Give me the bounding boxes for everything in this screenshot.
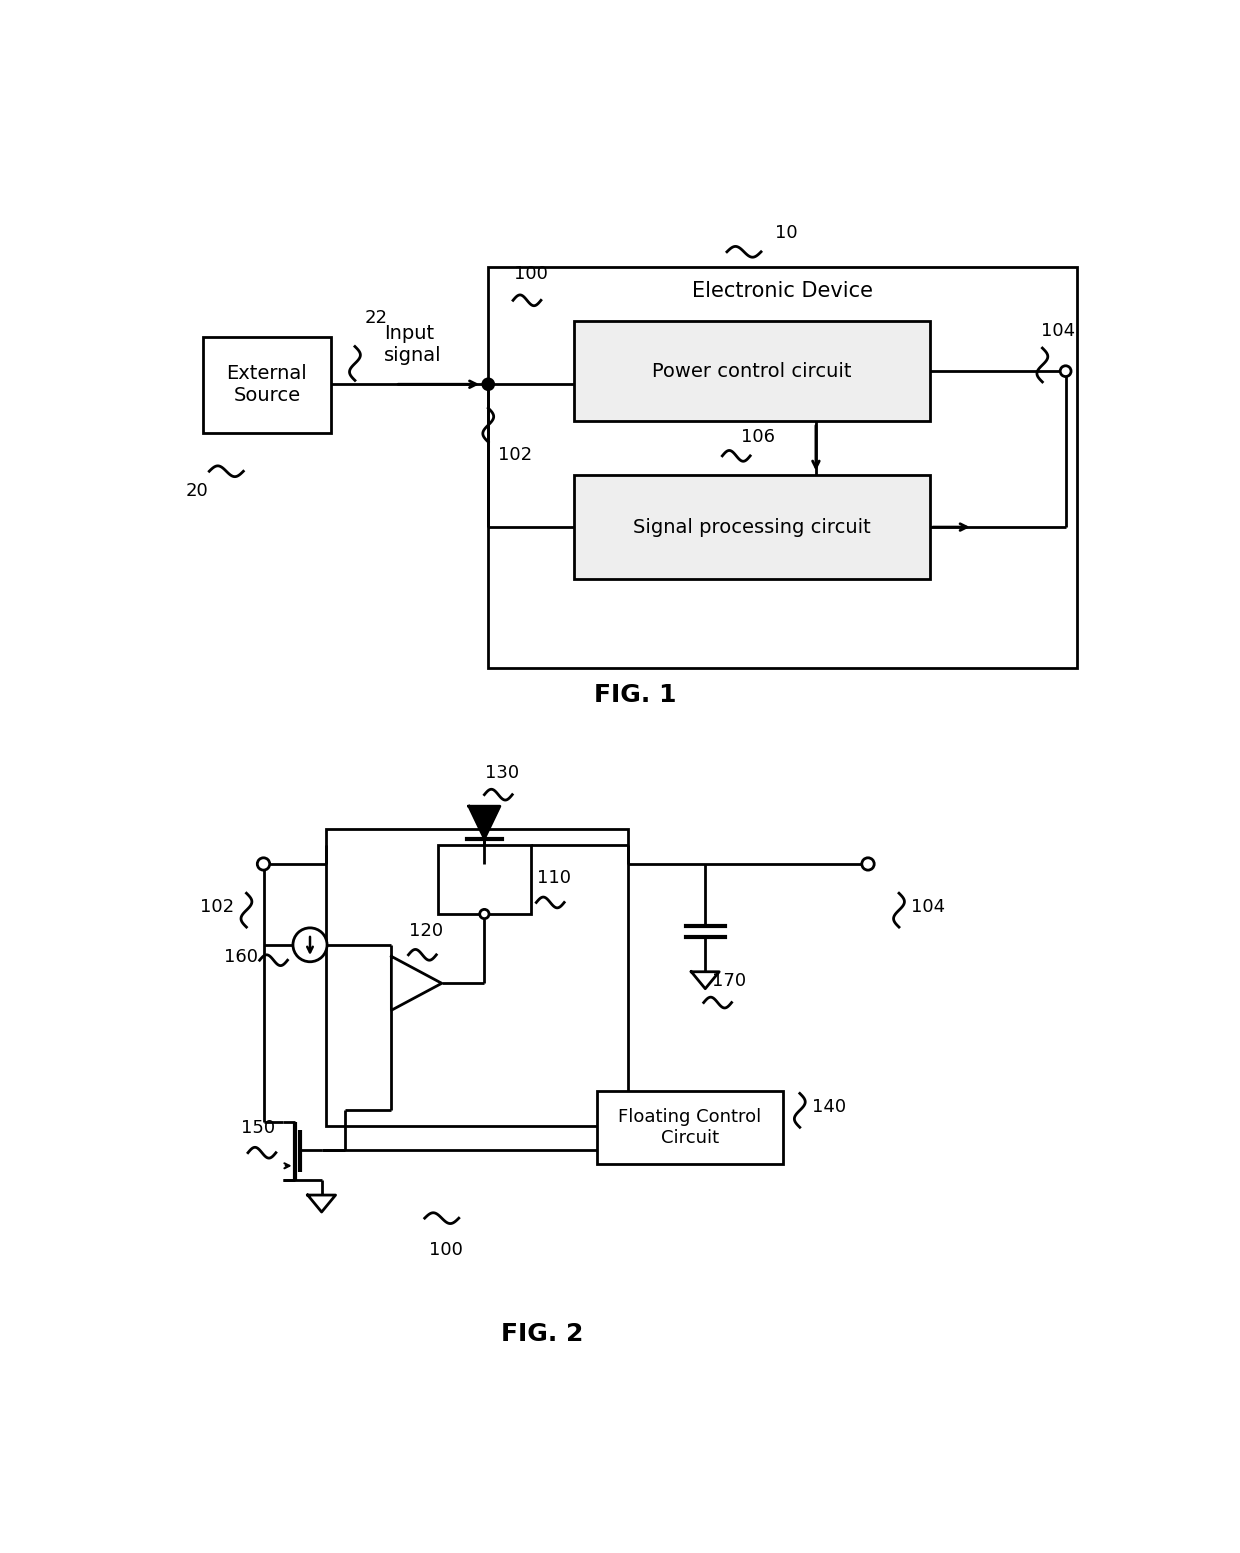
Text: 102: 102 <box>200 898 234 916</box>
Text: 102: 102 <box>497 446 532 464</box>
Text: 110: 110 <box>537 870 572 887</box>
Bar <box>438 845 531 915</box>
Circle shape <box>258 857 270 870</box>
Text: Signal processing circuit: Signal processing circuit <box>632 517 870 537</box>
Text: Input
signal: Input signal <box>383 323 441 365</box>
Polygon shape <box>469 806 500 839</box>
Bar <box>596 1092 782 1165</box>
Text: Floating Control
Circuit: Floating Control Circuit <box>618 1109 761 1148</box>
Text: 100: 100 <box>429 1241 463 1259</box>
Bar <box>573 321 930 421</box>
Text: External
Source: External Source <box>227 363 308 405</box>
Text: Electronic Device: Electronic Device <box>692 281 873 301</box>
Circle shape <box>480 910 489 919</box>
Text: 22: 22 <box>365 309 387 328</box>
Text: 106: 106 <box>742 429 775 446</box>
Text: FIG. 2: FIG. 2 <box>501 1322 584 1345</box>
Bar <box>573 475 930 579</box>
Text: 104: 104 <box>911 898 946 916</box>
Circle shape <box>862 857 874 870</box>
Bar <box>325 829 627 1126</box>
Text: 130: 130 <box>485 764 520 781</box>
Bar <box>203 337 331 433</box>
Circle shape <box>482 379 494 390</box>
Text: 140: 140 <box>812 1098 847 1117</box>
Circle shape <box>1060 367 1071 376</box>
Text: 170: 170 <box>712 972 746 989</box>
Text: 100: 100 <box>513 264 548 283</box>
Bar <box>489 267 1078 668</box>
Polygon shape <box>692 972 719 989</box>
Text: 20: 20 <box>186 481 208 500</box>
Polygon shape <box>308 1196 336 1211</box>
Circle shape <box>293 927 327 961</box>
Text: 160: 160 <box>224 947 258 966</box>
Text: 104: 104 <box>1040 321 1075 340</box>
Text: 120: 120 <box>409 921 444 940</box>
Text: FIG. 1: FIG. 1 <box>594 683 677 707</box>
Text: Power control circuit: Power control circuit <box>652 362 852 380</box>
Text: 10: 10 <box>775 224 797 242</box>
Text: 150: 150 <box>241 1120 275 1137</box>
